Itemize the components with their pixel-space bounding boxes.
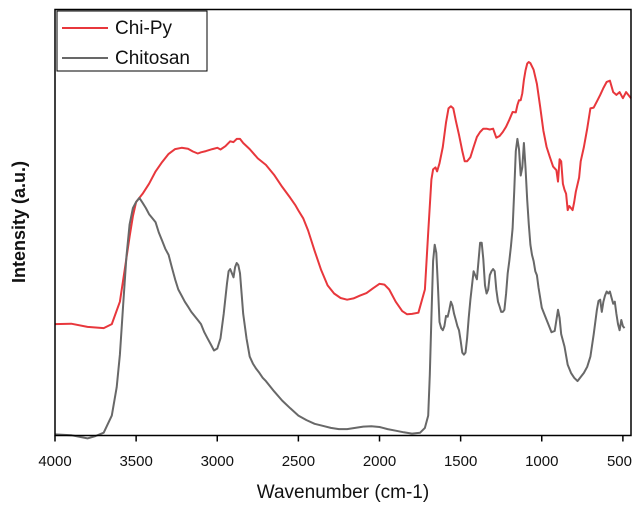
series-layer xyxy=(54,61,632,440)
x-tick-label: 2000 xyxy=(363,453,396,470)
series-line-chi-py xyxy=(54,61,632,330)
legend: Chi-Py Chitosan xyxy=(56,10,208,72)
y-axis-title: Intensity (a.u.) xyxy=(9,161,29,283)
legend-label-chi-py: Chi-Py xyxy=(115,18,173,39)
x-tick-label: 3000 xyxy=(201,453,234,470)
x-tick-label: 2500 xyxy=(282,453,315,470)
x-tick-label: 3500 xyxy=(119,453,152,470)
x-axis-title: Wavenumber (cm-1) xyxy=(257,482,429,503)
x-tick-label: 1000 xyxy=(525,453,558,470)
x-tick-label: 1500 xyxy=(444,453,477,470)
series-line-chitosan xyxy=(54,137,626,440)
legend-label-chitosan: Chitosan xyxy=(115,48,190,69)
legend-box xyxy=(56,10,208,72)
x-tick-label: 4000 xyxy=(38,453,71,470)
plot-frame xyxy=(54,8,632,437)
x-tick-label: 500 xyxy=(607,453,632,470)
x-axis-ticks: 4000 3500 3000 2500 2000 1500 1000 500 xyxy=(38,435,632,470)
